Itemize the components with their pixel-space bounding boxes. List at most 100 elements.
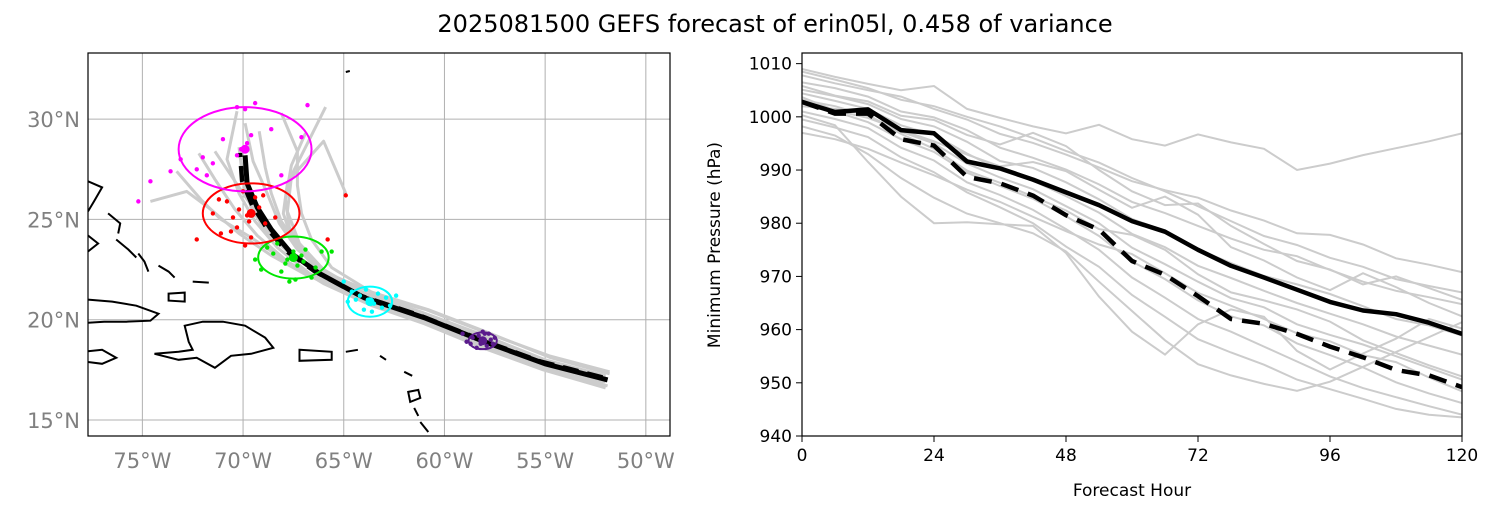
cluster-point [228,229,234,234]
cluster-point [285,257,290,262]
member-pressure-line [802,114,1462,371]
bahamas-andros-south [88,234,100,253]
cluster-point [252,100,258,106]
jamaica-coast [88,348,119,365]
y-tick-label: 1010 [749,55,792,75]
coastline-layer [88,70,430,433]
lon-tick-label: 55°W [516,449,574,473]
ensemble-track-layer [150,106,610,390]
member-pressure-line [802,85,1462,301]
cluster-point [256,205,262,210]
cluster-point [299,135,304,140]
lon-tick-label: 65°W [315,449,373,473]
cluster-point [299,253,304,258]
cluster-point [242,243,248,248]
lon-tick-label: 50°W [617,449,675,473]
x-tick-label: 24 [923,446,945,466]
antigua [403,370,413,377]
virgin-islands [345,348,359,353]
cluster-point [484,343,489,348]
map-gridlines [88,53,670,436]
cluster-point [248,133,254,138]
cluster-point [224,199,230,204]
x-axis-label: Forecast Hour [1073,481,1191,501]
member-pressure-line [802,68,1462,172]
cluster-point [234,225,240,230]
ensemble-track [243,122,610,376]
cluster-point [361,307,367,312]
pressure-ticks: 0 24 48 72 96 120 940 950 960 970 980 990 1000 1010 [749,55,1478,466]
cluster-point [325,237,330,242]
y-tick-label: 990 [760,161,792,181]
lat-tick-label: 15°N [27,409,80,433]
cluster-point [248,235,254,240]
cluster-point [460,331,465,336]
cluster-point [220,137,226,142]
cluster-point [279,269,284,274]
cluster-point [218,231,224,236]
cluster-point [287,279,292,284]
cluster-point [168,169,173,174]
member-pressure-line [802,105,1462,378]
cluster-center-point [288,253,298,263]
cluster-point [252,195,258,200]
map-frame [87,52,671,437]
bahamas-acklins [157,264,176,279]
x-tick-label: 48 [1055,446,1077,466]
member-pressure-line [802,88,1462,337]
lon-tick-label: 60°W [415,449,473,473]
cluster-center-point [365,297,375,307]
cluster-point [283,261,288,266]
cluster-point [194,167,199,172]
mean-pressure-solid-line [802,99,1462,337]
cluster-point [261,193,266,198]
cluster-point [353,297,359,302]
y-tick-label: 1000 [749,108,792,128]
ensemble-track [285,139,607,384]
cluster-point [210,211,216,216]
x-tick-label: 120 [1446,446,1478,466]
pressure-frame [801,52,1463,437]
cluster-point [275,241,280,246]
member-pressure-line [802,125,1462,392]
cluster-point [329,249,334,254]
cluster-point [234,153,240,158]
member-pressure-line [802,98,1462,381]
mean-lines [802,99,1462,390]
cluster-point [271,251,276,256]
member-pressure-line [802,131,1462,393]
cluster-point [204,173,210,178]
mean-pressure-dashed-line [802,99,1462,390]
cluster-point [216,197,222,202]
cluster-point [379,305,385,310]
y-tick-label: 950 [760,374,792,394]
guadeloupe [407,388,422,404]
member-pressure-line [802,118,1462,419]
lon-tick-label: 75°W [113,449,171,473]
cluster-point [148,179,153,184]
cluster-point [194,237,199,242]
cluster-point [269,126,274,132]
member-pressure-line [802,110,1462,416]
mean-track-layer [237,152,609,383]
cluster-point [363,287,369,292]
bermuda [345,70,351,73]
cluster-point [488,337,493,342]
cluster-point [357,293,363,298]
cluster-center-point [246,208,256,218]
cluster-point [375,291,381,296]
cluster-point [305,102,310,108]
cluster-ellipse [346,285,394,318]
y-tick-label: 960 [760,321,792,341]
cluster-point [236,207,242,212]
cluster-point [295,263,300,268]
cluster-point [369,309,375,314]
bahamas-andros [88,180,104,212]
member-lines [802,68,1462,419]
cluster-point [279,173,284,178]
cluster-point [301,259,306,264]
map-tick-labels: 75°W 70°W 65°W 60°W 55°W 50°W 30°N 25°N 20°N 15°N [27,108,675,473]
ensemble-track [283,132,600,382]
martinique [419,421,430,433]
cluster-point [341,279,346,284]
